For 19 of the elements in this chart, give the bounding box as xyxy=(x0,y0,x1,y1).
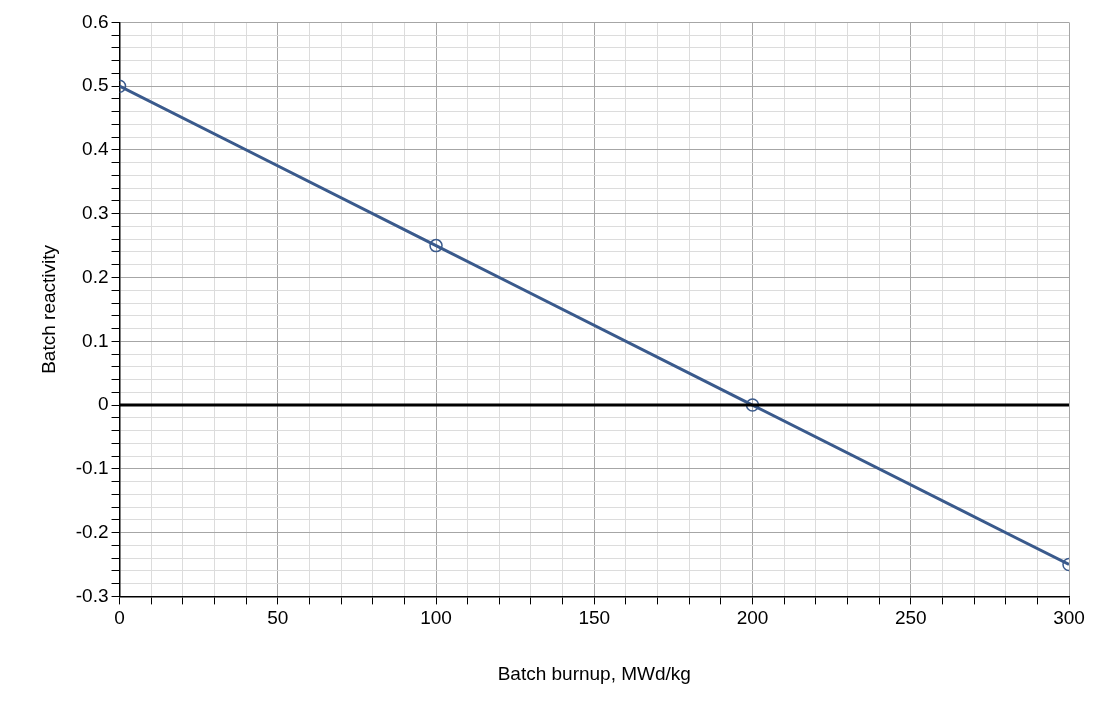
x-axis-title: Batch burnup, MWd/kg xyxy=(497,662,691,684)
x-tick-label: 100 xyxy=(420,607,452,629)
y-tick-label: 0.5 xyxy=(82,74,109,96)
y-tick-label: -0.3 xyxy=(75,584,109,606)
y-tick-label: 0.3 xyxy=(82,201,109,223)
x-tick-label: 0 xyxy=(114,607,125,629)
x-tick-label: 150 xyxy=(578,607,611,629)
x-tick-label: 300 xyxy=(1053,607,1085,629)
x-tick-label: 200 xyxy=(736,607,769,629)
y-tick-label: -0.2 xyxy=(75,520,109,542)
y-tick-label: 0.2 xyxy=(82,265,109,287)
y-tick-label: 0.4 xyxy=(82,138,109,160)
y-axis-title: Batch reactivity xyxy=(37,244,59,374)
y-tick-label: 0.1 xyxy=(82,329,109,351)
x-tick-label: 250 xyxy=(894,607,927,629)
y-tick-label: 0 xyxy=(97,393,109,415)
y-tick-label: -0.1 xyxy=(75,457,109,479)
x-tick-label: 50 xyxy=(267,607,289,629)
y-tick-label: 0.6 xyxy=(82,10,109,32)
